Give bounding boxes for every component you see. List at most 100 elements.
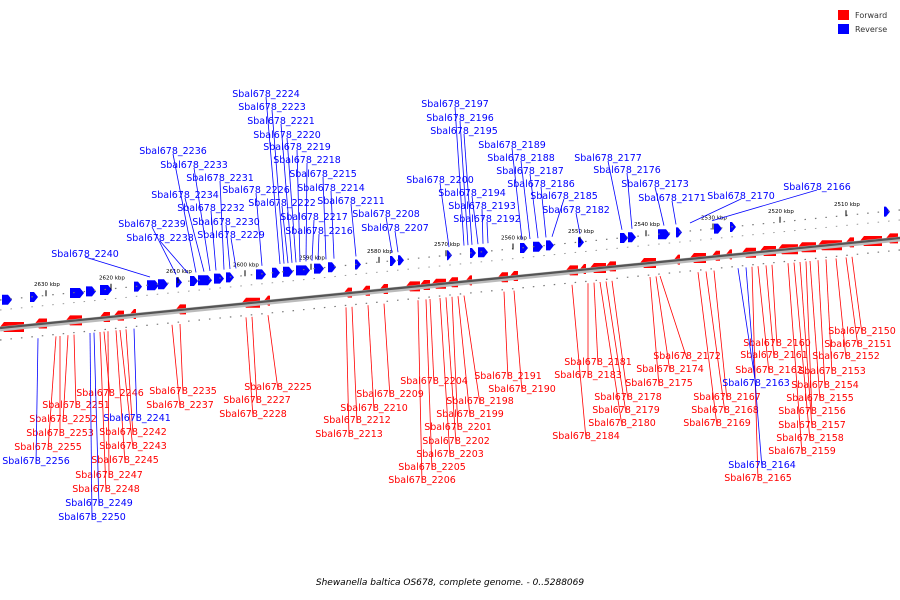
forward-gene-label-leader — [463, 295, 481, 405]
forward-gene-label: Sbal678_2168 — [691, 405, 759, 416]
forward-gene-label-leader — [851, 256, 863, 335]
reverse-gene-label-leader — [265, 96, 281, 265]
reverse-gene-label: Sbal678_2208 — [352, 209, 420, 220]
reverse-gene-label-leader — [575, 212, 581, 235]
reverse-gene-label-leader — [89, 332, 93, 521]
reverse-gene-label-leader — [671, 200, 677, 225]
forward-gene-label: Sbal678_2152 — [812, 351, 880, 362]
reverse-gene-label: Sbal678_2240 — [51, 249, 119, 260]
reverse-gene-label: Sbal678_2236 — [139, 146, 207, 157]
lower-guide-line — [0, 249, 900, 341]
forward-gene-label: Sbal678_2172 — [653, 351, 721, 362]
reverse-gene-label-leader — [281, 205, 289, 264]
reverse-feature-arrow — [714, 223, 722, 234]
forward-gene-label-leader — [457, 296, 471, 418]
forward-gene-label-leader — [787, 263, 803, 455]
reverse-gene-label-leader — [471, 195, 479, 245]
reverse-feature-arrow — [30, 292, 38, 302]
reverse-feature-arrow — [328, 262, 336, 273]
forward-gene-label: Sbal678_2247 — [75, 470, 143, 481]
reverse-gene-label: Sbal678_2220 — [253, 130, 321, 141]
reverse-gene-label-leader — [540, 186, 547, 238]
reverse-gene-label-leader — [35, 338, 39, 465]
reverse-gene-label-leader — [159, 240, 189, 274]
reverse-gene-label: Sbal678_2187 — [496, 166, 564, 177]
reverse-gene-label-leader — [311, 219, 315, 261]
axis-tick-label: 2630 kbp — [34, 282, 60, 288]
reverse-feature-arrow — [533, 241, 543, 252]
reverse-gene-label-leader — [689, 198, 742, 224]
forward-gene-label-leader — [571, 284, 587, 440]
reverse-gene-label: Sbal678_2256 — [2, 456, 70, 467]
forward-gene-label: Sbal678_2162 — [735, 365, 803, 376]
forward-gene-label: Sbal678_2169 — [683, 418, 751, 429]
forward-gene-label-leader — [799, 261, 813, 429]
forward-gene-label-leader — [817, 260, 826, 389]
reverse-feature-arrow — [198, 275, 212, 286]
reverse-gene-label-leader — [255, 192, 263, 266]
legend-forward: Forward — [838, 8, 900, 22]
reverse-gene-label: Sbal678_2171 — [638, 193, 706, 204]
reverse-gene-label-leader — [230, 237, 237, 269]
forward-gene-label-leader — [383, 303, 391, 398]
forward-gene-label: Sbal678_2191 — [474, 371, 542, 382]
forward-gene-label: Sbal678_2198 — [446, 396, 514, 407]
forward-gene-label: Sbal678_2255 — [14, 442, 82, 453]
reverse-gene-label: Sbal678_2188 — [487, 153, 555, 164]
forward-gene-label: Sbal678_2159 — [768, 446, 836, 457]
reverse-gene-label-leader — [322, 176, 327, 260]
forward-gene-label: Sbal678_2242 — [99, 427, 167, 438]
reverse-feature-arrow — [658, 229, 670, 240]
upper-guide-line — [0, 209, 900, 301]
reverse-gene-label: Sbal678_2197 — [421, 99, 489, 110]
forward-gene-label: Sbal678_2251 — [42, 400, 110, 411]
forward-gene-label-leader — [751, 266, 759, 482]
reverse-gene-label-leader — [626, 172, 633, 229]
reverse-feature-arrow — [272, 267, 280, 278]
forward-gene-label: Sbal678_2204 — [400, 376, 468, 387]
forward-gene-label-leader — [115, 330, 126, 464]
legend-reverse-label: Reverse — [855, 24, 888, 34]
forward-gene-label-leader — [765, 265, 775, 359]
forward-gene-label: Sbal678_2175 — [625, 378, 693, 389]
reverse-gene-label-leader — [385, 216, 393, 253]
forward-gene-label: Sbal678_2253 — [26, 428, 94, 439]
forward-gene-label-leader — [655, 276, 671, 373]
forward-gene-label: Sbal678_2235 — [149, 386, 217, 397]
reverse-gene-label: Sbal678_2214 — [297, 183, 365, 194]
reverse-gene-label: Sbal678_2189 — [478, 140, 546, 151]
reverse-feature-arrow — [676, 227, 682, 238]
forward-gene-label-leader — [451, 296, 459, 431]
reverse-gene-label: Sbal678_2186 — [507, 179, 575, 190]
reverse-gene-label: Sbal678_2216 — [285, 226, 353, 237]
reverse-feature-arrow — [134, 281, 142, 292]
forward-gene-label: Sbal678_2243 — [99, 441, 167, 452]
reverse-gene-label-leader — [172, 153, 197, 273]
forward-gene-label-leader — [351, 306, 358, 424]
forward-gene-label: Sbal678_2206 — [388, 475, 456, 486]
forward-gene-label-leader — [793, 262, 811, 442]
reverse-gene-label-leader — [286, 137, 297, 263]
forward-gene-label-leader — [171, 324, 181, 409]
forward-gene-label-leader — [99, 331, 107, 493]
reverse-gene-label-leader — [511, 147, 523, 240]
reverse-gene-label: Sbal678_2217 — [280, 212, 348, 223]
reverse-gene-label: Sbal678_2185 — [530, 191, 598, 202]
forward-gene-label: Sbal678_2202 — [422, 436, 490, 447]
reverse-feature-arrow — [520, 243, 528, 253]
reverse-gene-label-leader — [271, 109, 285, 264]
forward-gene-label-leader — [103, 331, 111, 397]
reverse-gene-label: Sbal678_2177 — [574, 153, 642, 164]
axis-line — [0, 236, 900, 330]
reverse-gene-label-leader — [184, 197, 205, 272]
forward-gene-label: Sbal678_2190 — [488, 384, 556, 395]
reverse-gene-label: Sbal678_2195 — [430, 126, 498, 137]
forward-gene-label-leader — [713, 270, 728, 401]
forward-gene-label: Sbal678_2154 — [791, 380, 859, 391]
reverse-gene-label-leader — [737, 268, 757, 387]
reverse-feature-arrow — [70, 288, 84, 298]
reverse-gene-label: Sbal678_2230 — [192, 217, 260, 228]
axis-tick-label: 2560 kbp — [501, 236, 527, 242]
forward-gene-label-leader — [593, 282, 599, 366]
